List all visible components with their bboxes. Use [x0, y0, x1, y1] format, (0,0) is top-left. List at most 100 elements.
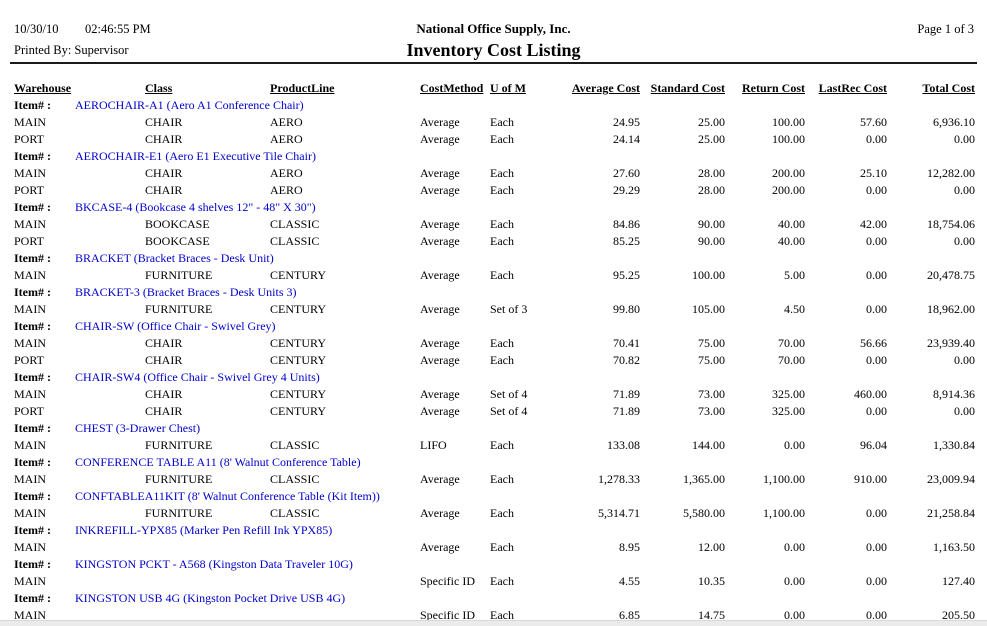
item-link[interactable]: KINGSTON PCKT - A568 (Kingston Data Trav… [75, 557, 353, 571]
item-number-label: Item# : [14, 591, 51, 605]
cell-standard-cost: 100.00 [692, 268, 725, 282]
cell-class: FURNITURE [145, 472, 213, 486]
cell-standard-cost: 28.00 [698, 166, 725, 180]
cell-lastrec-cost: 0.00 [866, 608, 887, 622]
item-row: Item# : CONFTABLEA11KIT (8' Walnut Confer… [14, 488, 975, 505]
table-row: MAIN CHAIR AERO Average Each 24.95 25.00 100.00… [14, 114, 975, 131]
cell-return-cost: 325.00 [772, 387, 805, 401]
cell-average-cost: 24.14 [613, 132, 640, 146]
table-row: PORT CHAIR AERO Average Each 24.14 25.00 100.00… [14, 131, 975, 148]
cell-u-of-m: Each [490, 217, 514, 231]
cell-return-cost: 0.00 [784, 438, 805, 452]
cell-cost-method: Average [420, 183, 460, 197]
cell-lastrec-cost: 0.00 [866, 302, 887, 316]
cell-total-cost: 0.00 [954, 234, 975, 248]
item-link[interactable]: AEROCHAIR-E1 (Aero E1 Executive Tile Cha… [75, 149, 316, 163]
cell-return-cost: 1,100.00 [763, 472, 805, 486]
cell-return-cost: 1,100.00 [763, 506, 805, 520]
cell-average-cost: 133.08 [607, 438, 640, 452]
cell-average-cost: 84.86 [613, 217, 640, 231]
cell-u-of-m: Each [490, 268, 514, 282]
cell-standard-cost: 28.00 [698, 183, 725, 197]
cell-cost-method: Average [420, 387, 460, 401]
cell-u-of-m: Each [490, 574, 514, 588]
cell-standard-cost: 144.00 [692, 438, 725, 452]
item-link[interactable]: CONFERENCE TABLE A11 (8' Walnut Conferen… [75, 455, 361, 469]
cell-total-cost: 0.00 [954, 353, 975, 367]
cell-average-cost: 27.60 [613, 166, 640, 180]
cell-standard-cost: 73.00 [698, 404, 725, 418]
cell-standard-cost: 75.00 [698, 353, 725, 367]
cell-standard-cost: 90.00 [698, 234, 725, 248]
column-header-average-cost: Average Cost [571, 81, 640, 95]
item-link[interactable]: BRACKET-3 (Bracket Braces - Desk Units 3… [75, 285, 297, 299]
cell-lastrec-cost: 460.00 [854, 387, 887, 401]
table-row: PORT CHAIR AERO Average Each 29.29 28.00 200.00… [14, 182, 975, 199]
cell-u-of-m: Each [490, 166, 514, 180]
cell-product-line: CENTURY [270, 404, 327, 418]
item-number-label: Item# : [14, 251, 51, 265]
cell-warehouse: MAIN [14, 166, 46, 180]
cell-total-cost: 1,330.84 [933, 438, 975, 452]
cell-return-cost: 70.00 [778, 353, 805, 367]
item-number-label: Item# : [14, 200, 51, 214]
cell-return-cost: 0.00 [784, 608, 805, 622]
cell-class [145, 539, 270, 556]
cell-standard-cost: 105.00 [692, 302, 725, 316]
item-row: Item# : INKREFILL-YPX85 (Marker Pen Refil… [14, 522, 975, 539]
cell-total-cost: 21,258.84 [927, 506, 975, 520]
item-link[interactable]: CHEST (3-Drawer Chest) [75, 421, 201, 435]
cell-warehouse: MAIN [14, 438, 46, 452]
item-link[interactable]: KINGSTON USB 4G (Kingston Pocket Drive U… [75, 591, 346, 605]
item-link[interactable]: CONFTABLEA11KIT (8' Walnut Conference Ta… [75, 489, 380, 503]
cell-lastrec-cost: 0.00 [866, 234, 887, 248]
column-header-return-cost: Return Cost [742, 81, 805, 95]
cell-class: CHAIR [145, 353, 183, 367]
cell-standard-cost: 5,580.00 [683, 506, 725, 520]
cell-warehouse: MAIN [14, 115, 46, 129]
item-row: Item# : CHAIR-SW4 (Office Chair - Swivel … [14, 369, 975, 386]
cell-total-cost: 8,914.36 [933, 387, 975, 401]
cell-standard-cost: 25.00 [698, 132, 725, 146]
cell-warehouse: PORT [14, 183, 44, 197]
cell-lastrec-cost: 910.00 [854, 472, 887, 486]
item-link[interactable]: INKREFILL-YPX85 (Marker Pen Refill Ink Y… [75, 523, 333, 537]
cell-warehouse: PORT [14, 353, 44, 367]
page-bottom-edge [0, 620, 987, 626]
item-link[interactable]: BRACKET (Bracket Braces - Desk Unit) [75, 251, 274, 265]
cell-average-cost: 4.55 [619, 574, 640, 588]
table-row: PORT CHAIR CENTURY Average Each 70.82 75.00 70.… [14, 352, 975, 369]
cell-return-cost: 5.00 [784, 268, 805, 282]
item-link[interactable]: CHAIR-SW4 (Office Chair - Swivel Grey 4 … [75, 370, 320, 384]
cell-warehouse: PORT [14, 234, 44, 248]
cell-standard-cost: 90.00 [698, 217, 725, 231]
cell-total-cost: 23,009.94 [927, 472, 975, 486]
item-link[interactable]: BKCASE-4 (Bookcase 4 shelves 12" - 48" X… [75, 200, 316, 214]
cell-product-line: CENTURY [270, 336, 327, 350]
cell-return-cost: 100.00 [772, 115, 805, 129]
cell-u-of-m: Each [490, 234, 514, 248]
cell-cost-method: Average [420, 217, 460, 231]
column-header-product-line: ProductLine [270, 81, 335, 95]
cell-product-line: AERO [270, 115, 303, 129]
report-rows: Item# : AEROCHAIR-A1 (Aero A1 Conference … [14, 97, 975, 624]
report-title: Inventory Cost Listing [406, 40, 581, 60]
column-header-cost-method: CostMethod [420, 81, 484, 95]
cell-total-cost: 0.00 [954, 404, 975, 418]
cell-return-cost: 325.00 [772, 404, 805, 418]
item-link[interactable]: CHAIR-SW (Office Chair - Swivel Grey) [75, 319, 276, 333]
item-number-label: Item# : [14, 489, 51, 503]
cell-standard-cost: 10.35 [698, 574, 725, 588]
cell-class: CHAIR [145, 183, 183, 197]
item-link[interactable]: AEROCHAIR-A1 (Aero A1 Conference Chair) [75, 98, 304, 112]
cell-warehouse: MAIN [14, 336, 46, 350]
table-row: MAIN Average Each 8.95 12.00 0.00 0.00 1,163.50 [14, 539, 975, 556]
cell-u-of-m: Each [490, 183, 514, 197]
cell-product-line: CLASSIC [270, 234, 320, 248]
cell-warehouse: MAIN [14, 217, 46, 231]
cell-average-cost: 71.89 [613, 404, 640, 418]
cell-warehouse: MAIN [14, 472, 46, 486]
cell-product-line: CLASSIC [270, 472, 320, 486]
cell-class: CHAIR [145, 404, 183, 418]
cell-u-of-m: Each [490, 353, 514, 367]
